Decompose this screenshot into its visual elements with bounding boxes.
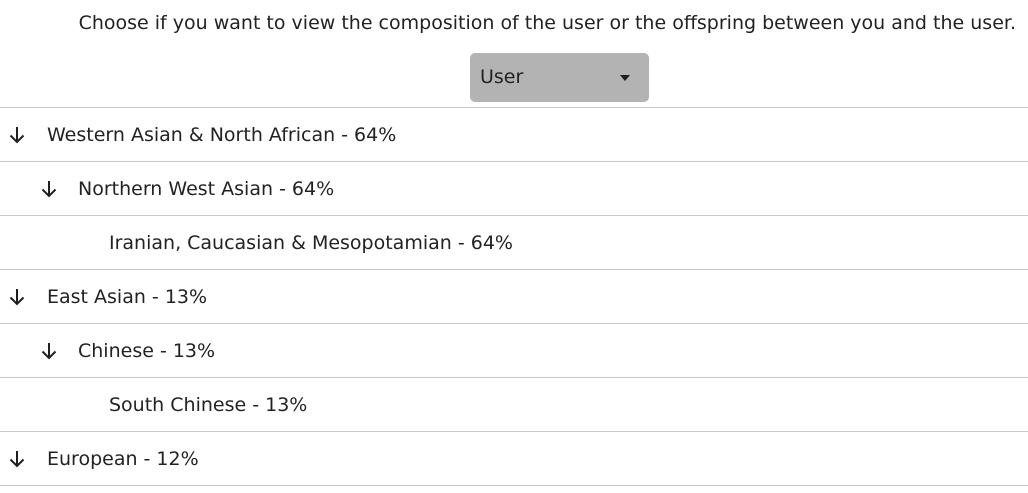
tree-row-iranian-caucasian-mesopotamian: Iranian, Caucasian & Mesopotamian - 64% xyxy=(0,216,1028,270)
view-select-dropdown[interactable]: User xyxy=(470,53,649,102)
ancestry-tree: Western Asian & North African - 64% Nort… xyxy=(0,107,1028,486)
arrow-down-icon[interactable] xyxy=(39,341,59,361)
arrow-down-icon[interactable] xyxy=(39,179,59,199)
tree-row-label: European - 12% xyxy=(47,448,199,470)
caret-down-icon xyxy=(620,75,630,81)
view-select-value: User xyxy=(480,66,524,88)
tree-row-label: Northern West Asian - 64% xyxy=(78,178,335,200)
tree-row-label: Chinese - 13% xyxy=(78,340,216,362)
arrow-down-icon[interactable] xyxy=(7,287,27,307)
instruction-text: Choose if you want to view the compositi… xyxy=(78,12,1016,34)
tree-row-label: Western Asian & North African - 64% xyxy=(47,124,397,146)
tree-row-chinese[interactable]: Chinese - 13% xyxy=(0,324,1028,378)
tree-row-label: South Chinese - 13% xyxy=(109,394,308,416)
arrow-down-icon[interactable] xyxy=(7,449,27,469)
tree-row-western-asian-north-african[interactable]: Western Asian & North African - 64% xyxy=(0,108,1028,162)
tree-row-south-chinese: South Chinese - 13% xyxy=(0,378,1028,432)
arrow-down-icon[interactable] xyxy=(7,125,27,145)
tree-row-european[interactable]: European - 12% xyxy=(0,432,1028,486)
tree-row-label: Iranian, Caucasian & Mesopotamian - 64% xyxy=(109,232,513,254)
tree-row-northern-west-asian[interactable]: Northern West Asian - 64% xyxy=(0,162,1028,216)
tree-row-east-asian[interactable]: East Asian - 13% xyxy=(0,270,1028,324)
tree-row-label: East Asian - 13% xyxy=(47,286,208,308)
